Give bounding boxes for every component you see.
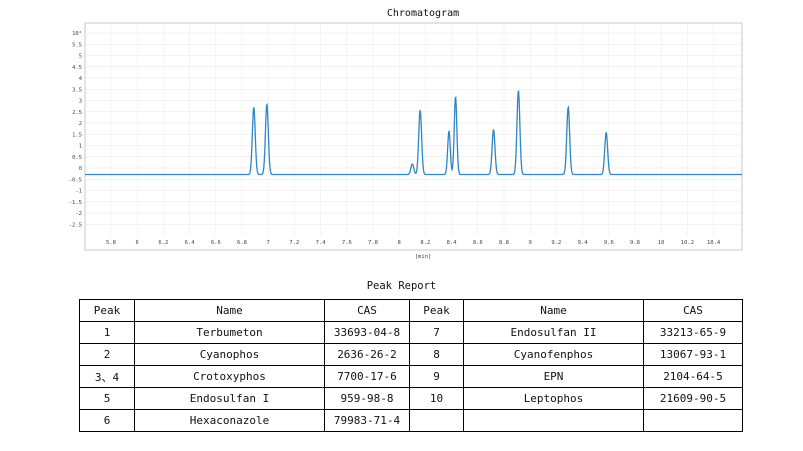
x-tick-label: 6.4 [185, 240, 196, 246]
y-tick-label: 0.5 [72, 155, 82, 161]
peak-number-cell [409, 409, 464, 432]
compound-name-cell: Crotoxyphos [134, 365, 325, 388]
x-tick-label: 8.6 [473, 240, 483, 246]
y-tick-label: -1 [75, 189, 82, 195]
y-tick-label: 0 [79, 166, 82, 172]
y-tick-label: 2.5 [72, 110, 82, 116]
y-tick-label: 5.5 [72, 42, 82, 48]
compound-name-cell: Leptophos [463, 387, 644, 410]
x-tick-label: 6.8 [237, 240, 247, 246]
header-name: Name [134, 299, 325, 322]
table-row: 2 Cyanophos 2636-26-2 8 Cyanofenphos 130… [79, 343, 743, 366]
y-tick-label: 10⁴ [72, 30, 82, 37]
chart-title: Chromatogram [387, 8, 459, 19]
header-peak: Peak [79, 299, 135, 322]
peak-number-cell: 8 [409, 343, 464, 366]
y-tick-label: -0.5 [69, 177, 82, 183]
cas-number-cell: 7700-17-6 [324, 365, 410, 388]
x-axis-label: [min] [415, 254, 432, 260]
y-tick-labels: 10⁴ 5.5 5 4.5 4 3.5 3 2.5 2 1.5 1 0.5 0 -0.5 -1 -1.5 -2 -… [69, 30, 83, 228]
compound-name-cell: Terbumeton [134, 321, 325, 344]
peak-number-cell: 2 [79, 343, 135, 366]
cas-number-cell: 13067-93-1 [643, 343, 743, 366]
table-header-row: Peak Name CAS Peak Name CAS [79, 299, 743, 322]
peak-number-cell: 6 [79, 409, 135, 432]
x-tick-label: 9 [529, 240, 532, 246]
cas-number-cell: 2636-26-2 [324, 343, 410, 366]
header-name: Name [463, 299, 644, 322]
x-tick-label: 9.6 [604, 240, 614, 246]
y-tick-label: 1 [79, 144, 82, 150]
cas-number-cell: 959-98-8 [324, 387, 410, 410]
x-tick-label: 7 [267, 240, 270, 246]
compound-name-cell: Cyanofenphos [463, 343, 644, 366]
x-tick-label: 7.2 [289, 240, 299, 246]
y-tick-label: 3 [79, 99, 82, 105]
compound-name-cell: Cyanophos [134, 343, 325, 366]
table-row: 1 Terbumeton 33693-04-8 7 Endosulfan II … [79, 321, 743, 344]
y-tick-label: -2.5 [69, 222, 82, 228]
y-tick-label: 4 [79, 76, 83, 82]
x-tick-label: 6 [136, 240, 139, 246]
y-tick-label: 5 [79, 54, 82, 60]
x-tick-label: 9.2 [551, 240, 561, 246]
table-row: 3、4 Crotoxyphos 7700-17-6 9 EPN 2104-64-… [79, 365, 743, 388]
y-tick-label: 4.5 [72, 65, 82, 71]
chromatogram-trace [85, 89, 742, 176]
peak-number-cell: 1 [79, 321, 135, 344]
header-cas: CAS [643, 299, 743, 322]
peak-report-title: Peak Report [366, 280, 437, 292]
x-tick-label: 7.6 [342, 240, 352, 246]
x-tick-label: 10.2 [681, 240, 694, 246]
peak-number-cell: 9 [409, 365, 464, 388]
compound-name-cell: Endosulfan I [134, 387, 325, 410]
x-tick-label: 7.8 [368, 240, 378, 246]
x-tick-label: 10.4 [707, 240, 721, 246]
peak-number-cell: 7 [409, 321, 464, 344]
chromatogram-chart: Chromatogram 10⁴ 5.5 5 4.5 4 3.5 3 2.5 2 1.5 1 0.5 0… [69, 8, 743, 260]
cas-number-cell: 79983-71-4 [324, 409, 410, 432]
compound-name-cell: Hexaconazole [134, 409, 325, 432]
plot-frame [84, 22, 743, 251]
y-tick-label: 3.5 [72, 87, 82, 93]
compound-name-cell: Endosulfan II [463, 321, 644, 344]
cas-number-cell: 21609-90-5 [643, 387, 743, 410]
x-tick-labels: 5.8 6 6.2 6.4 6.6 6.8 7 7.2 7.4 7.6 7.8 8 8.2 8.4 8.6 8… [106, 240, 721, 246]
compound-name-cell [463, 409, 644, 432]
table-row: 5 Endosulfan I 959-98-8 10 Leptophos 216… [79, 387, 743, 410]
table-row: 6 Hexaconazole 79983-71-4 [79, 409, 743, 432]
x-tick-label: 8.4 [447, 240, 458, 246]
x-tick-label: 8.2 [420, 240, 430, 246]
peak-number-cell: 5 [79, 387, 135, 410]
x-tick-label: 9.8 [630, 240, 640, 246]
x-tick-label: 7.4 [316, 240, 327, 246]
x-tick-label: 6.2 [158, 240, 168, 246]
compound-name-cell: EPN [463, 365, 644, 388]
y-tick-label: 1.5 [72, 132, 82, 138]
y-tick-label: 2 [79, 121, 82, 127]
x-tick-label: 8.8 [499, 240, 509, 246]
cas-number-cell [643, 409, 743, 432]
x-tick-label: 9.4 [578, 240, 589, 246]
header-cas: CAS [324, 299, 410, 322]
x-tick-label: 8 [398, 240, 401, 246]
cas-number-cell: 33213-65-9 [643, 321, 743, 344]
y-tick-label: -1.5 [69, 200, 82, 206]
y-tick-label: -2 [75, 211, 82, 217]
cas-number-cell: 33693-04-8 [324, 321, 410, 344]
x-tick-label: 5.8 [106, 240, 116, 246]
peak-number-cell: 3、4 [79, 365, 135, 388]
peak-number-cell: 10 [409, 387, 464, 410]
peak-report-table: Peak Name CAS Peak Name CAS 1 Terbumeton… [79, 299, 743, 432]
cas-number-cell: 2104-64-5 [643, 365, 743, 388]
header-peak: Peak [409, 299, 464, 322]
x-tick-label: 10 [658, 240, 665, 246]
x-tick-label: 6.6 [211, 240, 221, 246]
